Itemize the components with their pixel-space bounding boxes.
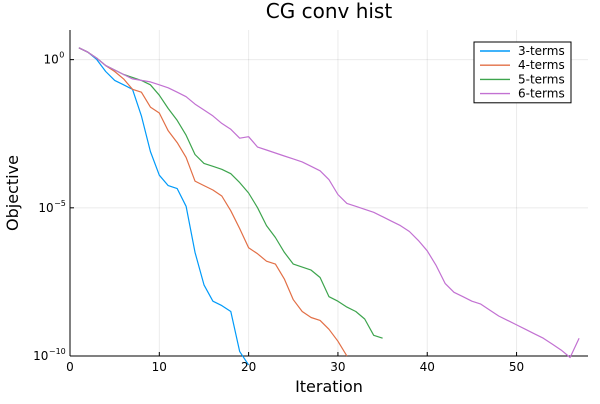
legend-label: 6-terms bbox=[518, 87, 565, 101]
y-tick-label: 10 bbox=[44, 53, 59, 67]
y-tick-label: 10 bbox=[38, 201, 53, 215]
series-line bbox=[78, 47, 348, 357]
legend-label: 3-terms bbox=[518, 44, 565, 58]
y-tick-label: 10 bbox=[33, 349, 48, 363]
y-tick-exponent: 0 bbox=[59, 51, 64, 60]
series-line bbox=[78, 47, 250, 366]
chart-title: CG conv hist bbox=[266, 0, 393, 23]
x-tick-label: 30 bbox=[330, 360, 345, 374]
series bbox=[78, 47, 580, 366]
y-tick-exponent: −10 bbox=[49, 347, 66, 356]
series-line bbox=[78, 47, 580, 359]
legend-label: 4-terms bbox=[518, 58, 565, 72]
legend-box bbox=[473, 41, 572, 104]
x-tick-label: 20 bbox=[241, 360, 256, 374]
x-tick-label: 40 bbox=[420, 360, 435, 374]
x-axis-label: Iteration bbox=[295, 377, 363, 396]
x-tick-label: 50 bbox=[509, 360, 524, 374]
y-tick-exponent: −5 bbox=[54, 199, 66, 208]
legend-label: 5-terms bbox=[518, 72, 565, 86]
x-tick-label: 0 bbox=[66, 360, 74, 374]
axes bbox=[69, 30, 588, 357]
x-tick-label: 10 bbox=[152, 360, 167, 374]
y-axis-label: Objective bbox=[3, 155, 22, 231]
series-line bbox=[78, 47, 383, 339]
